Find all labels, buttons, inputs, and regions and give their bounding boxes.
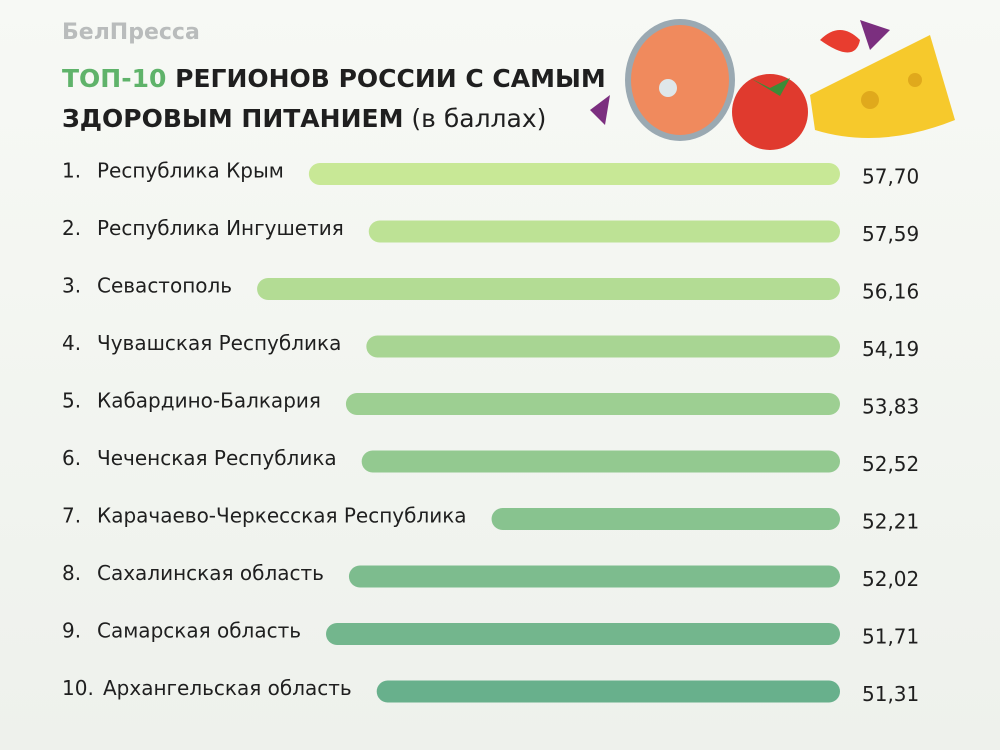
region-name: Республика Ингушетия (97, 216, 344, 240)
score-bar (308, 163, 840, 185)
title-highlight: ТОП-10 (62, 64, 166, 93)
rank: 6. (62, 446, 81, 470)
region-name: Чеченская Республика (97, 446, 337, 470)
score: 54,19 (862, 337, 919, 361)
score: 56,16 (862, 280, 919, 304)
brand: БелПресса (62, 20, 200, 45)
ranking-row: 9. Самарская область 51,71 (62, 619, 919, 649)
ranking-row: 7. Карачаево-Черкесская Республика 52,21 (62, 504, 919, 534)
rank: 4. (62, 331, 81, 355)
ranking-row: 4. Чувашская Республика 54,19 (62, 331, 919, 361)
rank: 5. (62, 389, 81, 413)
score: 57,59 (862, 222, 919, 246)
ranking-row: 2. Республика Ингушетия 57,59 (62, 216, 919, 246)
score: 52,21 (862, 510, 919, 534)
rank: 2. (62, 216, 81, 240)
score-bar (366, 335, 840, 358)
food-illustration (590, 19, 955, 150)
score-bar (326, 623, 840, 645)
region-name: Сахалинская область (97, 561, 324, 585)
score: 51,31 (862, 682, 919, 706)
score: 57,70 (862, 165, 919, 189)
score-bar (348, 565, 840, 588)
region-name: Севастополь (97, 274, 232, 298)
title-line-1: ТОП-10 РЕГИОНОВ РОССИИ С САМЫМ (62, 64, 606, 93)
ranking: 1. Республика Крым 57,70 2. Республика Ингуш… (62, 159, 919, 707)
title-text: РЕГИОНОВ РОССИИ С САМЫМ (175, 64, 606, 93)
region-name: Самарская область (97, 619, 301, 643)
score: 51,71 (862, 625, 919, 649)
score: 52,02 (862, 567, 919, 591)
ranking-row: 3. Севастополь 56,16 (62, 274, 919, 304)
title-text: ЗДОРОВЫМ ПИТАНИЕМ (62, 104, 403, 133)
score-bar (361, 450, 840, 473)
region-name: Архангельская область (103, 676, 352, 700)
title-note: (в баллах) (411, 104, 546, 133)
region-name: Республика Крым (97, 159, 284, 183)
region-name: Чувашская Республика (97, 331, 341, 355)
score-bar (345, 393, 840, 415)
rank: 9. (62, 619, 81, 643)
rank: 7. (62, 504, 81, 528)
rank: 3. (62, 274, 81, 298)
score-bar (376, 680, 840, 703)
rank: 1. (62, 159, 81, 183)
region-name: Кабардино-Балкария (97, 389, 321, 413)
rank: 8. (62, 561, 81, 585)
score-bar (368, 220, 840, 243)
score: 52,52 (862, 452, 919, 476)
score-bar (491, 508, 840, 530)
ranking-row: 1. Республика Крым 57,70 (62, 159, 919, 189)
ranking-row: 6. Чеченская Республика 52,52 (62, 446, 919, 476)
ranking-row: 8. Сахалинская область 52,02 (62, 561, 919, 591)
ranking-row: 10. Архангельская область 51,31 (62, 676, 919, 706)
score-bar (257, 278, 840, 300)
region-name: Карачаево-Черкесская Республика (97, 504, 467, 528)
ranking-row: 5. Кабардино-Балкария 53,83 (62, 389, 919, 419)
rank: 10. (62, 676, 94, 700)
score: 53,83 (862, 395, 919, 419)
title-line-2: ЗДОРОВЫМ ПИТАНИЕМ (в баллах) (62, 104, 546, 133)
